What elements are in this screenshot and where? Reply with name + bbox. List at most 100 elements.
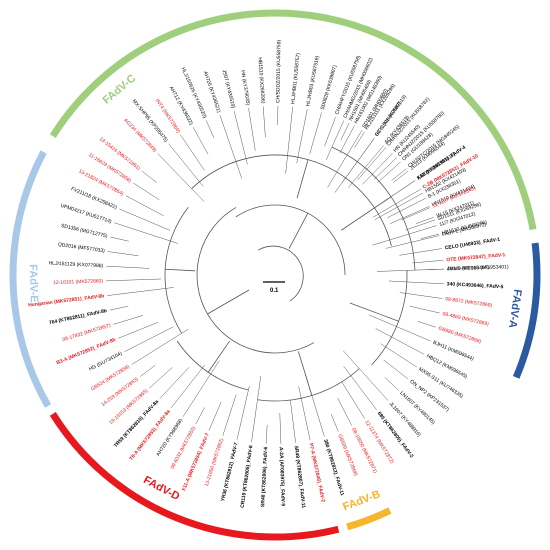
tree-branch <box>106 265 150 269</box>
tree-branch <box>377 161 401 183</box>
tree-branch <box>195 407 205 425</box>
tree-branch <box>399 248 442 256</box>
leaf-label: HB1510 (KX269296) <box>256 57 265 104</box>
leaf-label: JS07 (KY436519) <box>221 69 236 109</box>
tree-branch <box>309 112 322 154</box>
tree-branch <box>417 321 436 328</box>
tree-branch <box>168 143 204 187</box>
clade-arc-fadv-e <box>9 150 52 408</box>
leaf-label: 08-8872 (MK572869) <box>445 296 493 309</box>
tree-branch <box>380 343 417 368</box>
tree-branch <box>106 278 162 282</box>
tree-branch <box>196 207 315 354</box>
leaf-label: CH/SDDZ/2015 (KU558759) <box>275 40 282 104</box>
leaf-label: SD1356 (MG712775) <box>60 223 108 240</box>
tree-branch <box>390 206 430 224</box>
tree-branch <box>149 367 173 389</box>
tree-branch <box>131 328 189 365</box>
tree-branch <box>343 365 377 411</box>
clade-arc-fadv-a <box>512 242 541 379</box>
tree-branch <box>222 394 237 436</box>
tree-branch <box>374 157 397 180</box>
tree-branch <box>206 120 215 139</box>
tree-branch <box>208 401 222 431</box>
tree-branch <box>265 424 268 444</box>
tree-branch <box>118 321 159 339</box>
leaf-label: TR59 (KT862810)_FAdV-8a <box>113 399 160 449</box>
tree-branch <box>424 268 444 271</box>
tree-branch <box>285 106 293 174</box>
clade-arc-fadv-c <box>49 9 537 231</box>
clade-arcs <box>9 9 541 541</box>
leaf-label: 08-4869 (MK572869) <box>442 311 490 328</box>
clade-label-fadv-a: FAdV-A <box>506 288 523 328</box>
tree-branch <box>290 400 296 443</box>
leaf-label: 685 (KT862805)_FAdV-2 <box>376 411 415 460</box>
scale-bar: 0.1 <box>263 281 285 294</box>
tree-branch <box>324 117 336 147</box>
tree-branch <box>180 134 205 171</box>
leaf-label: SR48 (KT862806)_FAdV-6 <box>260 446 269 507</box>
tree-branch <box>236 386 250 440</box>
tree-branch <box>251 375 262 443</box>
tree-branch <box>235 204 346 276</box>
tree-branch <box>343 350 389 401</box>
tree-branch <box>125 195 164 217</box>
leaf-label: AH726 (KY436521) <box>202 70 222 113</box>
tree-branch <box>415 216 434 224</box>
tree-branch <box>341 381 365 419</box>
tree-branch <box>248 108 256 151</box>
tree-branch <box>337 397 352 426</box>
leaf-label: HLJ/151129 (KX077988) <box>48 260 103 269</box>
tree-branch <box>219 115 243 179</box>
tree-branch <box>375 328 425 355</box>
leaf-label: 13-21650 (MK572862) <box>204 437 225 487</box>
tree-branch <box>341 196 392 231</box>
tree-branch <box>387 198 426 219</box>
leaf-label: QD2016 (MF577033) <box>57 242 105 255</box>
leaf-label: 764 (KT862811)_FAdV-8b <box>49 308 108 326</box>
tree-branch <box>385 235 440 249</box>
tree-branch <box>288 213 309 249</box>
tree-branch <box>192 127 209 155</box>
tree-branches <box>106 106 444 444</box>
tree-branch <box>182 360 220 417</box>
leaf-label: CR119 (KT862805)_FAdV-6 <box>240 445 255 509</box>
tree-branch <box>362 153 393 185</box>
leaf-label: HLJ/HB03 (KU587519) <box>305 55 321 107</box>
tree-branch <box>109 305 129 311</box>
tree-branch <box>339 125 355 154</box>
tree-branch <box>170 364 206 409</box>
leaf-label: OTE (MK572847)_FAdV-1 <box>446 252 506 263</box>
leaf-label: T8-A (MK572853)_FAdV-8a <box>128 409 171 462</box>
leaf-label: 340 (KC493646)_FAdV-5 <box>447 281 504 290</box>
tree-branch <box>207 340 231 373</box>
leaf-label: SR49 (KT862807)_FAdV-11 <box>293 445 307 508</box>
leaf-label: CELO (U46933)_FAdV-1 <box>444 237 500 252</box>
tree-branch <box>401 207 431 221</box>
tree-branch <box>409 305 440 314</box>
tree-branch <box>330 413 339 432</box>
leaf-label: JM1/1 (MF168407) <box>447 265 490 272</box>
tree-branch <box>388 280 444 285</box>
leaf-label: HN (KY379035) <box>239 70 250 106</box>
tree-branch <box>262 106 266 138</box>
leaf-label: YR36 (KT862812)_FAdV-7 <box>220 442 239 502</box>
tree-root <box>258 245 304 302</box>
tree-branch <box>159 366 190 399</box>
tree-branch <box>110 236 129 242</box>
tree-branch <box>119 208 171 231</box>
tree-branch <box>373 189 421 218</box>
leaf-label: GB880 (MK572868) <box>438 326 482 346</box>
tree-branch <box>334 138 375 193</box>
leaf-label: GB599 (MK572868) <box>336 433 358 477</box>
clade-label-fadv-b: FAdV-B <box>341 488 382 513</box>
tree-branch <box>405 219 435 231</box>
leaf-label: 12-10101 (MK572860) <box>53 278 104 286</box>
leaf-label: P7-A (MK572846)_FAdV-2 <box>308 443 326 503</box>
tree-branch <box>114 222 179 244</box>
tree-branch <box>412 260 444 264</box>
tree-branch <box>107 287 174 296</box>
tree-branch <box>399 292 443 299</box>
